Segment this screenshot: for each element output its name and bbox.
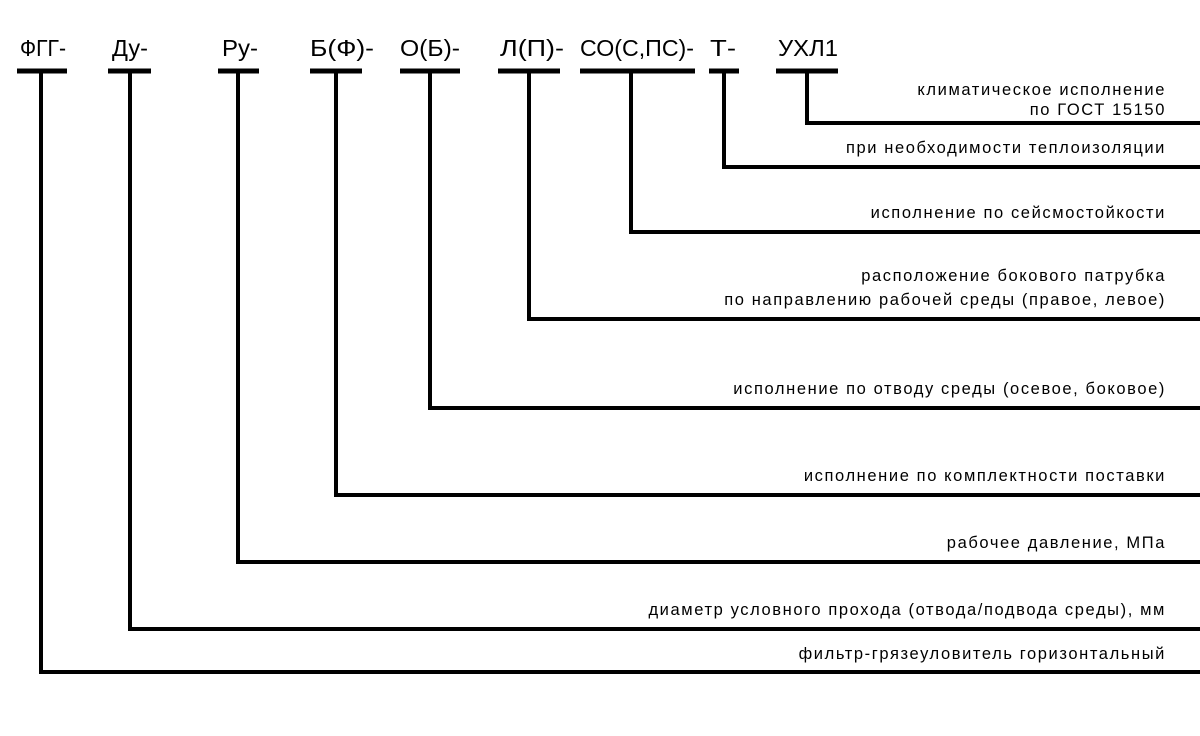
code-so: СО(С,ПС)- (580, 35, 694, 61)
desc-delivery: исполнение по комплектности поставки (804, 467, 1166, 485)
code-lp: Л(П)- (500, 35, 564, 61)
leader-t (722, 71, 1200, 169)
leader-fgg (39, 71, 1200, 674)
leader-du (128, 71, 1200, 631)
leader-uhl1 (805, 71, 1200, 125)
code-uhl1: УХЛ1 (778, 35, 838, 61)
desc-nozzle-line2: по направлению рабочей среды (правое, ле… (724, 291, 1166, 309)
code-ru: Ру- (222, 35, 258, 61)
desc-climate-line1: климатическое исполнение (917, 81, 1166, 99)
leader-so (629, 71, 1200, 234)
desc-insulation: при необходимости теплоизоляции (846, 139, 1166, 157)
desc-nozzle-line1: расположение бокового патрубка (861, 267, 1166, 285)
desc-seismic: исполнение по сейсмостойкости (871, 204, 1166, 222)
desc-climate-line2: по ГОСТ 15150 (1030, 101, 1166, 119)
desc-diameter: диаметр условного прохода (отвода/подвод… (648, 601, 1166, 619)
code-fgg: ФГГ- (20, 35, 66, 61)
leader-ob (428, 71, 1200, 410)
leader-bf (334, 71, 1200, 497)
code-bf: Б(Ф)- (310, 35, 374, 61)
leader-ru (236, 71, 1200, 564)
leader-lines (39, 71, 1200, 674)
code-ob: О(Б)- (400, 35, 460, 61)
desc-pressure: рабочее давление, МПа (947, 534, 1166, 552)
leader-lp (527, 71, 1200, 321)
desc-filter: фильтр-грязеуловитель горизонтальный (799, 645, 1166, 663)
code-du: Ду- (112, 35, 148, 61)
code-t: Т- (710, 35, 736, 61)
desc-outlet: исполнение по отводу среды (осевое, боко… (733, 380, 1166, 398)
